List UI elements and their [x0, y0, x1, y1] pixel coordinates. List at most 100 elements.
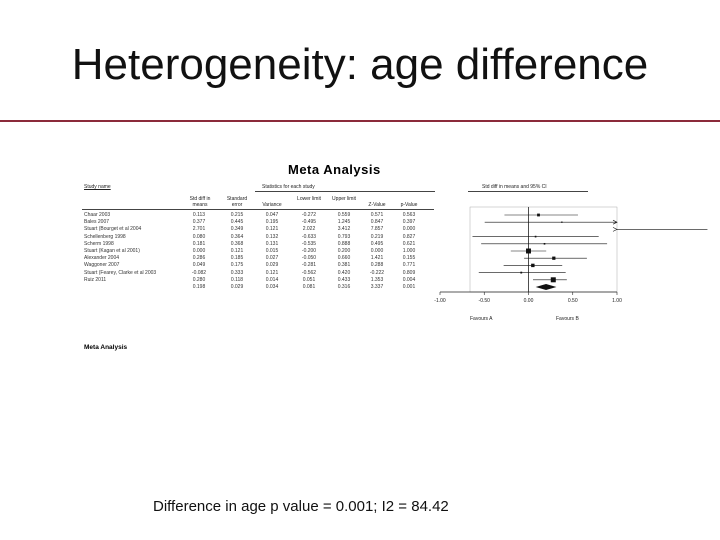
stat-cell-se: 0.175	[230, 262, 244, 269]
x-tick-label: -0.50	[479, 298, 491, 304]
stat-cell-z: 0.495	[370, 240, 384, 247]
stat-cell-var: 0.047	[265, 212, 279, 218]
stat-cell-se: 0.349	[230, 226, 244, 233]
stat-cell-z: 0.000	[370, 248, 384, 254]
header-rule	[82, 209, 434, 210]
header-upper: Upper limit	[332, 196, 356, 202]
stat-cell-std_diff: 0.377	[192, 219, 206, 226]
header-plot-group: Std diff in means and 95% CI	[482, 184, 547, 190]
stat-cell-se: 0.185	[230, 255, 244, 262]
stat-cell-se: 0.333	[230, 269, 244, 276]
header-z: Z-Value	[368, 202, 386, 208]
header-std-err: Standard error	[226, 196, 248, 208]
stat-cell-var: 0.121	[265, 226, 279, 233]
stat-cell-hi: 0.316	[337, 284, 351, 290]
stat-cell-var: 0.121	[265, 269, 279, 276]
header-std-diff: Std diff in means	[189, 196, 211, 208]
stat-cell-se: 0.029	[230, 284, 244, 290]
stat-cell-z: 0.288	[370, 262, 384, 269]
stat-cell-z: 0.847	[370, 219, 384, 226]
study-name-cell: Stuart (Fearey, Clarke et al 2003	[84, 269, 157, 276]
stat-cell-p: 0.621	[402, 240, 416, 247]
stat-cell-std_diff: 0.113	[192, 212, 206, 218]
stat-cell-std_diff: 0.280	[192, 276, 206, 283]
stat-cell-hi: 3.412	[337, 226, 351, 233]
stat-cell-p: 0.000	[402, 226, 416, 233]
stat-cell-hi: 0.660	[337, 255, 351, 262]
stat-cell-hi: 0.381	[337, 262, 351, 269]
point-estimate	[552, 256, 556, 260]
study-name-cell: Stuart (Bourget et al 2004	[84, 226, 142, 233]
bottom-figure-title: Meta Analysis	[84, 344, 128, 351]
stat-cell-se: 0.215	[230, 212, 244, 218]
stat-cell-lo: -0.050	[301, 255, 317, 262]
stat-cell-hi: 0.793	[337, 233, 351, 240]
point-estimate	[526, 248, 531, 254]
stat-cell-z: 3.337	[370, 284, 384, 290]
stat-cell-p: 1.000	[402, 248, 416, 254]
stat-cell-hi: 0.420	[337, 269, 351, 276]
study-name-cell: Stuart (Kagan et al 2001)	[84, 248, 140, 254]
stat-cell-p: 0.827	[402, 233, 416, 240]
point-estimate	[537, 213, 540, 217]
stat-cell-hi: 1.245	[337, 219, 351, 226]
stat-cell-lo: -0.495	[301, 219, 317, 226]
stat-cell-p: 0.004	[402, 276, 416, 283]
study-name-cell: Schellenberg 1998	[84, 233, 126, 240]
stat-cell-lo: -0.272	[301, 212, 317, 218]
stat-cell-lo: 2.022	[302, 226, 316, 233]
stat-cell-lo: -0.535	[301, 240, 317, 247]
stat-cell-p: 0.001	[402, 284, 416, 290]
stat-cell-std_diff: 0.049	[192, 262, 206, 269]
plot-frame	[469, 206, 618, 293]
stat-cell-lo: 0.081	[302, 284, 316, 290]
stat-cell-p: 0.397	[402, 219, 416, 226]
stats-group-rule	[255, 191, 435, 192]
stat-cell-se: 0.368	[230, 240, 244, 247]
stat-cell-var: 0.131	[265, 240, 279, 247]
stat-cell-lo: 0.051	[302, 276, 316, 283]
ci-arrow	[612, 219, 618, 225]
study-name-cell: Ruiz 2011	[84, 276, 107, 283]
study-name-cell: Bales 2007	[84, 219, 110, 226]
figure-title: Meta Analysis	[288, 162, 381, 177]
stat-cell-hi: 0.200	[337, 248, 351, 254]
stat-cell-z: 0.571	[370, 212, 384, 218]
stat-cell-std_diff: -0.082	[191, 269, 207, 276]
stat-cell-std_diff: 0.181	[192, 240, 206, 247]
stat-cell-var: 0.029	[265, 262, 279, 269]
stat-cell-var: 0.034	[265, 284, 279, 290]
study-name-cell: Scherm 1998	[84, 240, 114, 247]
stat-cell-std_diff: 2.701	[192, 226, 206, 233]
header-stats-group: Statistics for each study	[262, 184, 315, 190]
stat-cell-z: -0.222	[369, 269, 385, 276]
stat-cell-se: 0.445	[230, 219, 244, 226]
stat-cell-hi: 0.433	[337, 276, 351, 283]
point-estimate	[550, 277, 556, 283]
study-name-cell: Waggoner 2007	[84, 262, 120, 269]
stat-cell-z: 1.421	[370, 255, 384, 262]
x-tick-label: -1.00	[434, 298, 446, 304]
stat-cell-std_diff: 0.198	[192, 284, 206, 290]
stat-cell-z: 0.219	[370, 233, 384, 240]
stat-cell-hi: 0.888	[337, 240, 351, 247]
stat-cell-std_diff: 0.080	[192, 233, 206, 240]
stat-cell-var: 0.015	[265, 248, 279, 254]
header-lower: Lower limit	[297, 196, 321, 202]
stat-cell-var: 0.132	[265, 233, 279, 240]
x-tick-label: 0.50	[568, 298, 578, 304]
x-tick-label: 1.00	[612, 298, 622, 304]
point-estimate	[531, 263, 535, 268]
x-tick-label: 0.00	[524, 298, 534, 304]
stat-cell-hi: 0.559	[337, 212, 351, 218]
stat-cell-lo: -0.200	[301, 248, 317, 254]
favours-a-label: Favours A	[470, 316, 493, 322]
header-variance: Variance	[262, 202, 282, 208]
favours-b-label: Favours B	[556, 316, 579, 322]
stat-cell-var: 0.027	[265, 255, 279, 262]
point-estimate	[543, 242, 546, 245]
stat-cell-p: 0.771	[402, 262, 416, 269]
stat-cell-se: 0.121	[230, 248, 244, 254]
point-estimate	[561, 221, 563, 223]
plot-group-rule	[468, 191, 588, 192]
